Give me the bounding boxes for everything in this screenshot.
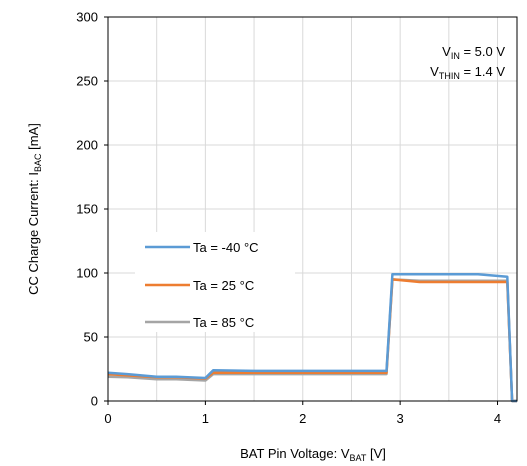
- annotation-text: VIN = 5.0 V: [442, 44, 505, 61]
- grid: [108, 17, 517, 401]
- legend-background: [135, 232, 295, 332]
- x-tick-label: 3: [397, 411, 404, 426]
- y-tick-label: 250: [76, 74, 98, 89]
- y-tick-label: 300: [76, 10, 98, 25]
- legend: Ta = -40 °C Ta = 25 °C Ta = 85 °C: [145, 240, 259, 330]
- x-tick-labels: 0 1 2 3 4: [104, 401, 501, 426]
- y-tick-label: 0: [91, 394, 98, 409]
- x-tick-label: 1: [202, 411, 209, 426]
- legend-label: Ta = -40 °C: [193, 240, 259, 255]
- axis-labels: BAT Pin Voltage: VBAT [V] CC Charge Curre…: [26, 123, 386, 463]
- series-line: [107, 273, 517, 403]
- annotation-text: VTHIN = 1.4 V: [430, 64, 505, 81]
- legend-label: Ta = 85 °C: [193, 315, 254, 330]
- series-line: [107, 278, 517, 403]
- x-tick-label: 0: [104, 411, 111, 426]
- y-tick-label: 100: [76, 266, 98, 281]
- x-axis-label: BAT Pin Voltage: VBAT [V]: [240, 446, 386, 463]
- annotations: VIN = 5.0 V VTHIN = 1.4 V: [430, 44, 505, 81]
- y-axis-label: CC Charge Current: IBAC [mA]: [26, 123, 43, 295]
- x-tick-label: 4: [494, 411, 501, 426]
- x-tick-label: 2: [299, 411, 306, 426]
- y-tick-label: 50: [84, 330, 98, 345]
- series-lines: [107, 273, 517, 403]
- y-tick-label: 150: [76, 202, 98, 217]
- legend-label: Ta = 25 °C: [193, 278, 254, 293]
- y-tick-label: 200: [76, 138, 98, 153]
- y-tick-labels: 0 50 100 150 200 250 300: [76, 10, 108, 409]
